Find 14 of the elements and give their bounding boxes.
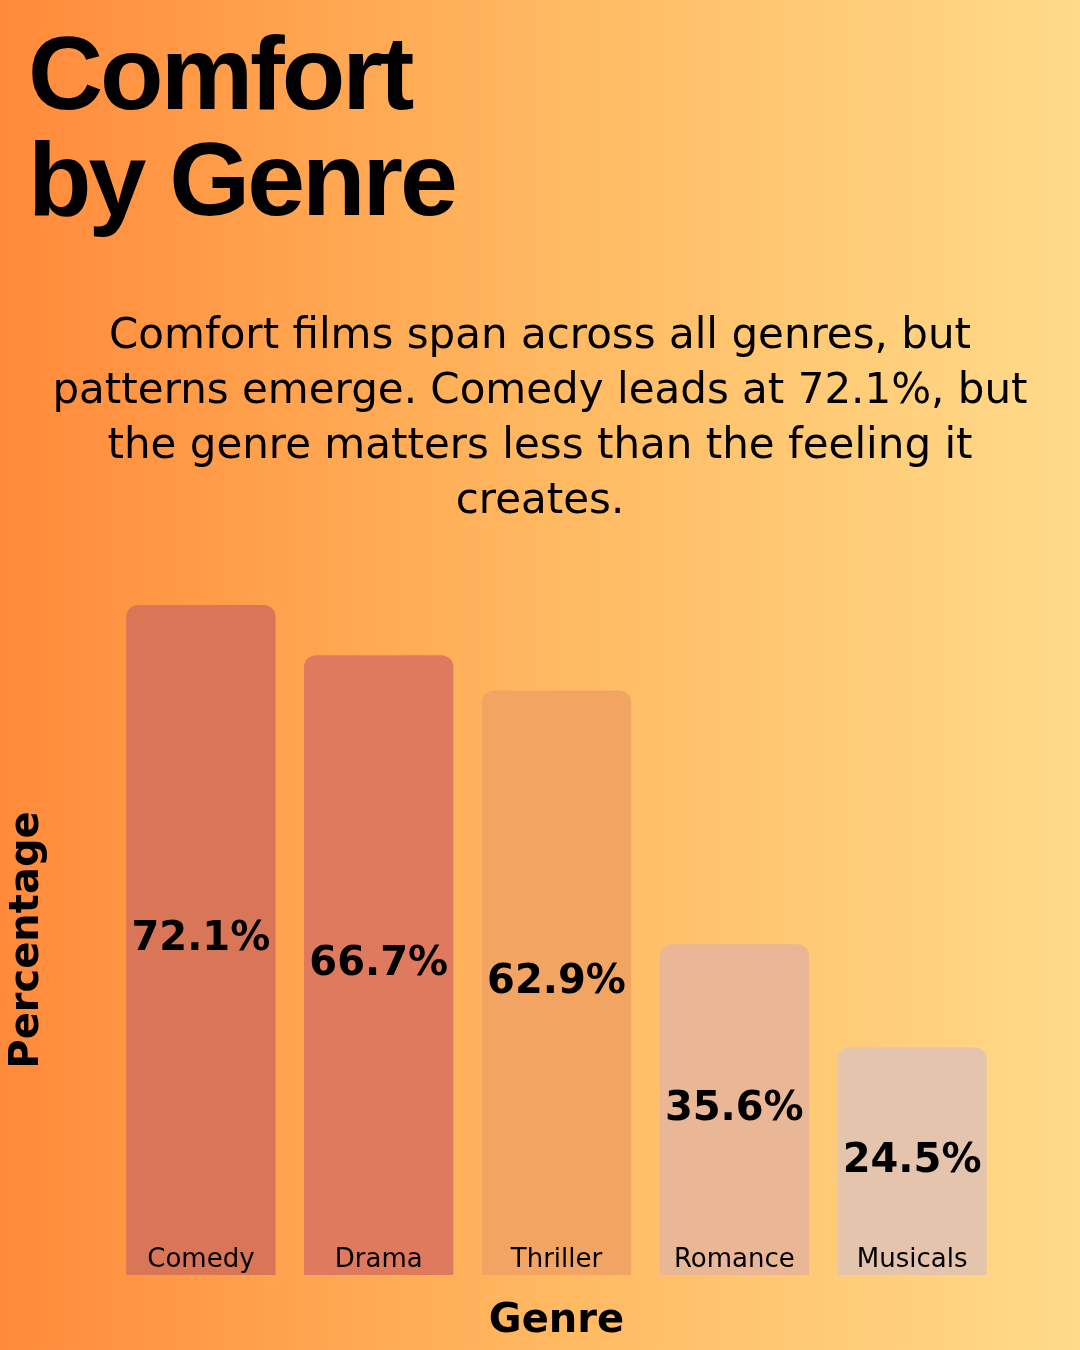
data-label: 72.1% xyxy=(131,913,271,960)
x-tick-label: Drama xyxy=(334,1242,423,1273)
data-label: 62.9% xyxy=(487,956,626,1003)
data-label: 35.6% xyxy=(664,1082,804,1129)
x-tick-label: Musicals xyxy=(856,1242,968,1273)
data-label: 24.5% xyxy=(842,1134,982,1181)
x-tick-label: Comedy xyxy=(147,1242,255,1273)
chart-title: Comfort by Genre xyxy=(28,15,456,237)
x-tick-label: Romance xyxy=(673,1242,795,1273)
x-axis-title: Genre xyxy=(488,1295,625,1342)
chart-subtitle: Comfort films span across all genres, but patterns emerge. Comedy leads at 72.1%, but the genre matters less than the feeling it creates. xyxy=(51,308,1029,525)
data-label: 66.7% xyxy=(309,938,449,985)
y-axis-title: Percentage xyxy=(1,811,48,1069)
x-tick-label: Thriller xyxy=(509,1242,603,1273)
